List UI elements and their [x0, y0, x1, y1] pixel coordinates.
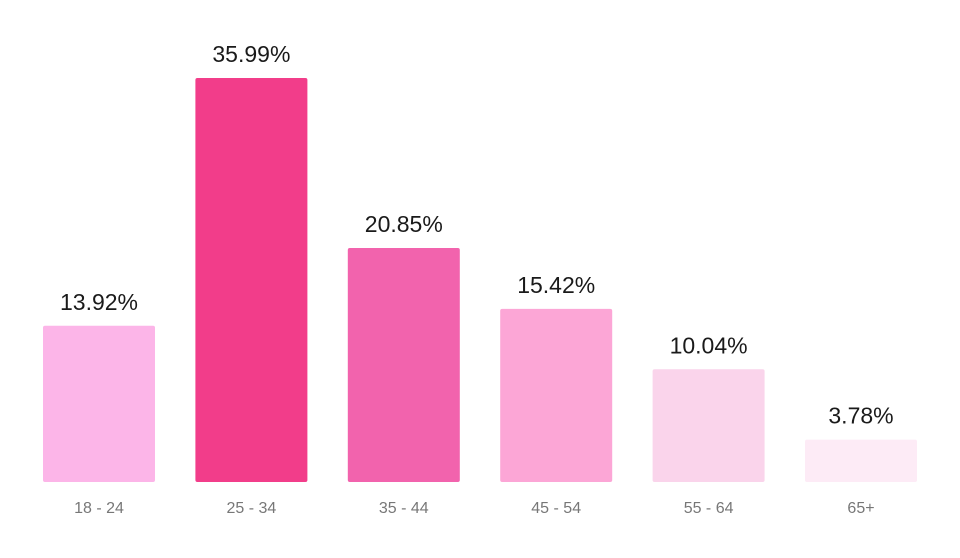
value-label: 20.85% [365, 211, 443, 237]
value-label: 15.42% [517, 272, 595, 298]
value-label: 3.78% [828, 403, 893, 429]
x-tick-label: 45 - 54 [531, 500, 581, 517]
value-label: 10.04% [670, 332, 748, 358]
x-tick-label: 25 - 34 [226, 500, 276, 517]
bar [652, 369, 765, 482]
bar [805, 439, 917, 482]
bar [500, 308, 613, 482]
bar [43, 325, 155, 482]
x-tick-label: 65+ [847, 500, 874, 517]
value-label: 35.99% [212, 41, 290, 67]
x-tick-label: 55 - 64 [684, 500, 734, 517]
bar [347, 247, 460, 482]
bar [195, 78, 308, 482]
value-label: 13.92% [60, 289, 138, 315]
x-tick-label: 35 - 44 [379, 500, 429, 517]
x-tick-label: 18 - 24 [74, 500, 124, 517]
